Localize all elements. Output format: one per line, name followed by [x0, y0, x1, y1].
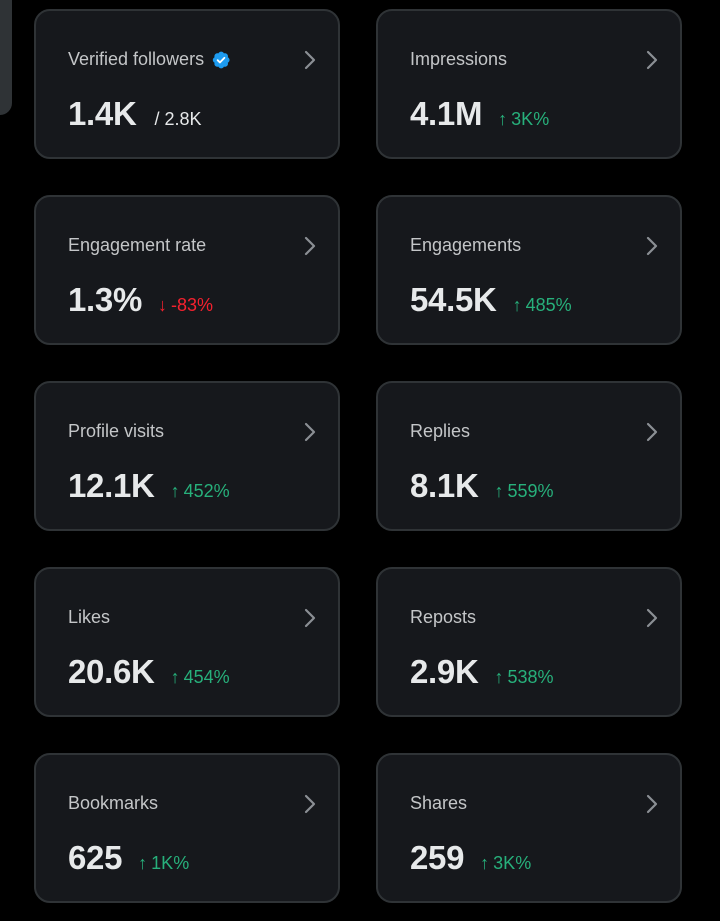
card-change-value: 1K% [151, 853, 190, 873]
card-value: 625 [68, 839, 123, 876]
card-label: Likes [68, 607, 111, 627]
card-engagement-rate[interactable]: Engagement rate 1.3% ↓ -83% [34, 195, 340, 345]
card-total: / 2.8K [154, 109, 202, 129]
card-change: ↑ 485% [513, 295, 572, 316]
card-replies[interactable]: Replies 8.1K ↑ 559% [376, 381, 682, 531]
card-likes[interactable]: Likes 20.6K ↑ 454% [34, 567, 340, 717]
chevron-right-icon [646, 236, 658, 256]
value-row: 20.6K ↑ 454% [68, 653, 230, 691]
card-value: 1.3% [68, 281, 143, 318]
arrow-up-icon: ↑ [498, 109, 508, 129]
value-row: 1.3% ↓ -83% [68, 281, 213, 319]
card-bookmarks[interactable]: Bookmarks 625 ↑ 1K% [34, 753, 340, 903]
card-impressions[interactable]: Impressions 4.1M ↑ 3K% [376, 9, 682, 159]
card-change: ↑ 454% [171, 667, 230, 688]
card-value: 4.1M [410, 95, 483, 132]
card-label: Replies [410, 421, 471, 441]
value-row: 54.5K ↑ 485% [410, 281, 572, 319]
card-reposts[interactable]: Reposts 2.9K ↑ 538% [376, 567, 682, 717]
value-row: 625 ↑ 1K% [68, 839, 189, 877]
chevron-right-icon [304, 236, 316, 256]
card-verified-followers[interactable]: Verified followers 1.4K / 2.8K [34, 9, 340, 159]
card-change-value: -83% [171, 295, 214, 315]
card-shares[interactable]: Shares 259 ↑ 3K% [376, 753, 682, 903]
card-label: Reposts [410, 607, 477, 627]
chevron-right-icon [646, 50, 658, 70]
card-value: 8.1K [410, 467, 479, 504]
card-label: Profile visits [68, 421, 165, 441]
chevron-right-icon [304, 422, 316, 442]
chevron-right-icon [304, 608, 316, 628]
arrow-up-icon: ↑ [170, 667, 180, 687]
card-value: 20.6K [68, 653, 155, 690]
arrow-up-icon: ↑ [138, 853, 148, 873]
card-change-value: 452% [183, 481, 230, 501]
value-row: 4.1M ↑ 3K% [410, 95, 549, 133]
value-row: 12.1K ↑ 452% [68, 467, 230, 505]
card-change: ↓ -83% [158, 295, 213, 316]
arrow-down-icon: ↓ [158, 295, 168, 315]
arrow-up-icon: ↑ [480, 853, 490, 873]
scroll-edge-indicator [0, 0, 12, 115]
card-value: 12.1K [68, 467, 155, 504]
card-change: ↑ 3K% [498, 109, 549, 130]
card-value: 2.9K [410, 653, 479, 690]
card-change: ↑ 452% [171, 481, 230, 502]
card-change-value: 538% [507, 667, 554, 687]
card-change: ↑ 538% [495, 667, 554, 688]
chevron-right-icon [304, 794, 316, 814]
card-change-value: 485% [525, 295, 572, 315]
chevron-right-icon [646, 422, 658, 442]
card-change: ↑ 3K% [480, 853, 531, 874]
card-label: Impressions [410, 49, 508, 69]
card-label: Engagement rate [68, 235, 207, 255]
verified-badge-icon [212, 51, 230, 68]
arrow-up-icon: ↑ [494, 481, 504, 501]
chevron-right-icon [646, 794, 658, 814]
card-value: 259 [410, 839, 465, 876]
value-row: 8.1K ↑ 559% [410, 467, 554, 505]
card-value: 1.4K [68, 95, 137, 132]
card-value: 54.5K [410, 281, 497, 318]
card-label: Bookmarks [68, 793, 159, 813]
card-label: Verified followers [68, 49, 205, 69]
card-change-value: 454% [183, 667, 230, 687]
arrow-up-icon: ↑ [170, 481, 180, 501]
card-change-value: 3K% [493, 853, 532, 873]
value-row: 259 ↑ 3K% [410, 839, 531, 877]
chevron-right-icon [304, 50, 316, 70]
card-profile-visits[interactable]: Profile visits 12.1K ↑ 452% [34, 381, 340, 531]
value-row: 2.9K ↑ 538% [410, 653, 554, 691]
chevron-right-icon [646, 608, 658, 628]
arrow-up-icon: ↑ [494, 667, 504, 687]
card-label: Engagements [410, 235, 522, 255]
card-change-value: 3K% [511, 109, 550, 129]
card-change-value: 559% [507, 481, 554, 501]
card-engagements[interactable]: Engagements 54.5K ↑ 485% [376, 195, 682, 345]
arrow-up-icon: ↑ [512, 295, 522, 315]
card-label-wrap: Verified followers [68, 49, 231, 70]
card-change: ↑ 559% [495, 481, 554, 502]
card-change: ↑ 1K% [138, 853, 189, 874]
card-label: Shares [410, 793, 468, 813]
value-row: 1.4K / 2.8K [68, 95, 202, 133]
